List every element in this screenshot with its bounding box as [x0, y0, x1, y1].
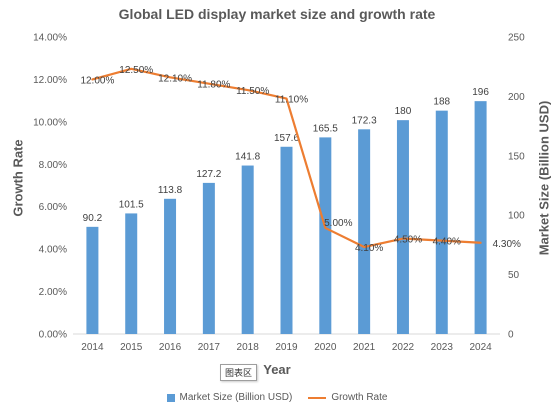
bar [241, 165, 254, 334]
x-tick-label: 2018 [237, 342, 260, 353]
bar [319, 137, 332, 334]
line-data-label: 4.30% [493, 239, 521, 250]
bar [202, 182, 215, 334]
bar [125, 213, 138, 334]
x-tick-label: 2017 [198, 342, 221, 353]
x-tick-label: 2024 [469, 342, 492, 353]
bar-data-label: 188 [433, 97, 450, 108]
left-tick-label: 12.00% [33, 75, 67, 86]
chart-title: Global LED display market size and growt… [118, 6, 436, 22]
bar-data-label: 90.2 [83, 213, 103, 224]
line-data-label: 5.00% [324, 218, 352, 229]
legend-swatch-bar [166, 393, 175, 402]
right-tick-label: 0 [508, 330, 514, 341]
left-tick-label: 2.00% [39, 287, 67, 298]
x-tick-label: 2014 [81, 342, 104, 353]
bar [358, 129, 371, 334]
bar-data-label: 113.8 [158, 185, 183, 196]
x-tick-label: 2020 [314, 342, 337, 353]
chart-area-tooltip: 图表区 [220, 364, 258, 381]
right-tick-label: 250 [508, 33, 525, 44]
line-data-label: 4.40% [433, 237, 461, 248]
bar-data-label: 141.8 [235, 152, 260, 163]
bar-data-label: 101.5 [119, 199, 144, 210]
legend-item-growth-rate[interactable]: Growth Rate [308, 392, 387, 403]
left-tick-label: 14.00% [33, 33, 67, 44]
line-data-label: 12.10% [158, 73, 192, 84]
legend-swatch-line [308, 396, 327, 399]
bar-data-label: 165.5 [313, 123, 338, 134]
x-tick-label: 2023 [431, 342, 454, 353]
bar-data-label: 127.2 [196, 169, 221, 180]
bar [280, 146, 293, 334]
left-axis-title: Growth Rate [10, 139, 26, 217]
right-axis-title: Market Size (Billion USD) [536, 100, 552, 256]
line-data-label: 12.50% [119, 65, 153, 76]
bar [474, 101, 487, 334]
bar-data-label: 157.6 [274, 133, 299, 144]
left-tick-label: 4.00% [39, 245, 67, 256]
line-data-label: 4.50% [394, 235, 422, 246]
left-tick-label: 0.00% [39, 330, 67, 341]
legend-label-growth-rate: Growth Rate [331, 392, 388, 403]
left-tick-label: 8.00% [39, 160, 67, 171]
bar [435, 110, 448, 334]
line-data-label: 11.10% [275, 95, 308, 106]
right-tick-label: 100 [508, 211, 525, 222]
legend: Market Size (Billion USD) Growth Rate [0, 392, 554, 403]
legend-item-market-size[interactable]: Market Size (Billion USD) [166, 392, 293, 403]
x-tick-label: 2016 [159, 342, 182, 353]
left-tick-label: 6.00% [39, 202, 67, 213]
right-tick-label: 200 [508, 92, 525, 103]
bar [396, 120, 409, 334]
x-axis-title: Year [263, 362, 291, 377]
line-data-label: 11.80% [197, 80, 230, 91]
right-tick-label: 150 [508, 151, 525, 162]
x-tick-label: 2015 [120, 342, 143, 353]
bar [86, 226, 99, 334]
bar-data-label: 180 [395, 106, 412, 117]
right-tick-label: 50 [508, 270, 520, 281]
x-tick-label: 2022 [392, 342, 415, 353]
bar [164, 198, 177, 334]
line-data-label: 12.00% [80, 75, 114, 86]
bar-data-label: 172.3 [352, 115, 377, 126]
line-data-label: 4.10% [355, 243, 383, 254]
bar-data-label: 196 [472, 87, 489, 98]
legend-label-market-size: Market Size (Billion USD) [179, 392, 293, 403]
x-tick-label: 2021 [353, 342, 376, 353]
x-tick-label: 2019 [275, 342, 298, 353]
line-data-label: 11.50% [236, 86, 269, 97]
growth-rate-line [91, 67, 482, 249]
left-tick-label: 10.00% [33, 117, 67, 128]
